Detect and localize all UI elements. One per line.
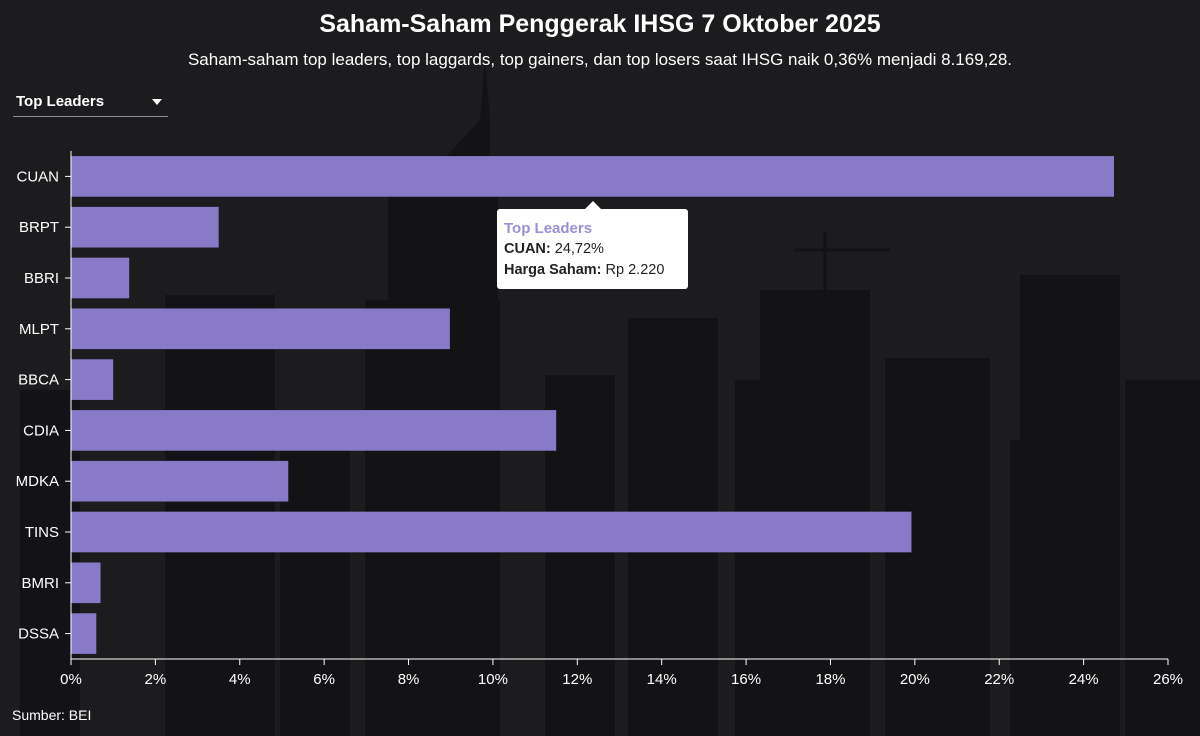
x-tick-label: 10%	[478, 671, 508, 688]
x-tick-label: 20%	[900, 671, 930, 688]
bar-bbca[interactable]	[71, 359, 114, 400]
tooltip-row-price: Harga Saham: Rp 2.220	[504, 262, 664, 278]
tooltip-row-change: CUAN: 24,72%	[504, 241, 604, 257]
bar-mlpt[interactable]	[71, 308, 450, 350]
source-note: Sumber: BEI	[12, 707, 92, 723]
bar-dssa[interactable]	[71, 613, 97, 654]
bar-brpt[interactable]	[71, 206, 219, 248]
x-tick-label: 8%	[398, 671, 420, 688]
y-tick-label: DSSA	[18, 626, 59, 643]
chevron-down-icon	[152, 99, 162, 105]
x-tick-label: 22%	[984, 671, 1014, 688]
x-tick-label: 14%	[647, 671, 677, 688]
tooltip-price-value: Rp 2.220	[605, 262, 665, 278]
x-tick-label: 0%	[60, 671, 82, 688]
chart-subtitle: Saham-saham top leaders, top laggards, t…	[187, 50, 1013, 69]
x-tick-label: 18%	[815, 671, 845, 688]
x-tick-label: 2%	[145, 671, 167, 688]
y-tick-label: BRPT	[19, 219, 59, 236]
x-tick-label: 16%	[731, 671, 761, 688]
tooltip-change-label: CUAN:	[504, 241, 551, 257]
bar-tins[interactable]	[71, 511, 912, 553]
x-tick-label: 24%	[1069, 671, 1099, 688]
x-tick-label: 4%	[229, 671, 251, 688]
y-tick-label: MLPT	[19, 321, 59, 338]
y-tick-label: CUAN	[16, 168, 59, 185]
tooltip-price-label: Harga Saham:	[504, 262, 602, 278]
y-tick-label: BMRI	[22, 575, 60, 592]
bar-bbri[interactable]	[71, 257, 130, 299]
bar-bmri[interactable]	[71, 562, 101, 604]
bar-cuan[interactable]	[71, 156, 1114, 197]
y-tick-label: BBCA	[18, 372, 59, 389]
chart-title: Saham-Saham Penggerak IHSG 7 Oktober 202…	[319, 10, 881, 38]
y-tick-label: BBRI	[24, 270, 59, 287]
tooltip-change-value: 24,72%	[554, 241, 604, 257]
y-tick-label: MDKA	[16, 473, 59, 490]
y-tick-label: CDIA	[23, 422, 59, 439]
tooltip-title: Top Leaders	[504, 220, 593, 237]
bar-mdka[interactable]	[71, 460, 289, 502]
tooltip-arrow	[585, 201, 601, 209]
x-tick-label: 6%	[313, 671, 335, 688]
x-tick-label: 26%	[1153, 671, 1183, 688]
bar-cdia[interactable]	[71, 410, 557, 451]
x-tick-label: 12%	[562, 671, 592, 688]
dropdown-selected-label: Top Leaders	[16, 93, 105, 110]
chart-tooltip: Top Leaders CUAN: 24,72% Harga Saham: Rp…	[497, 201, 688, 289]
y-tick-label: TINS	[25, 524, 59, 541]
category-dropdown[interactable]: Top Leaders	[13, 88, 168, 117]
